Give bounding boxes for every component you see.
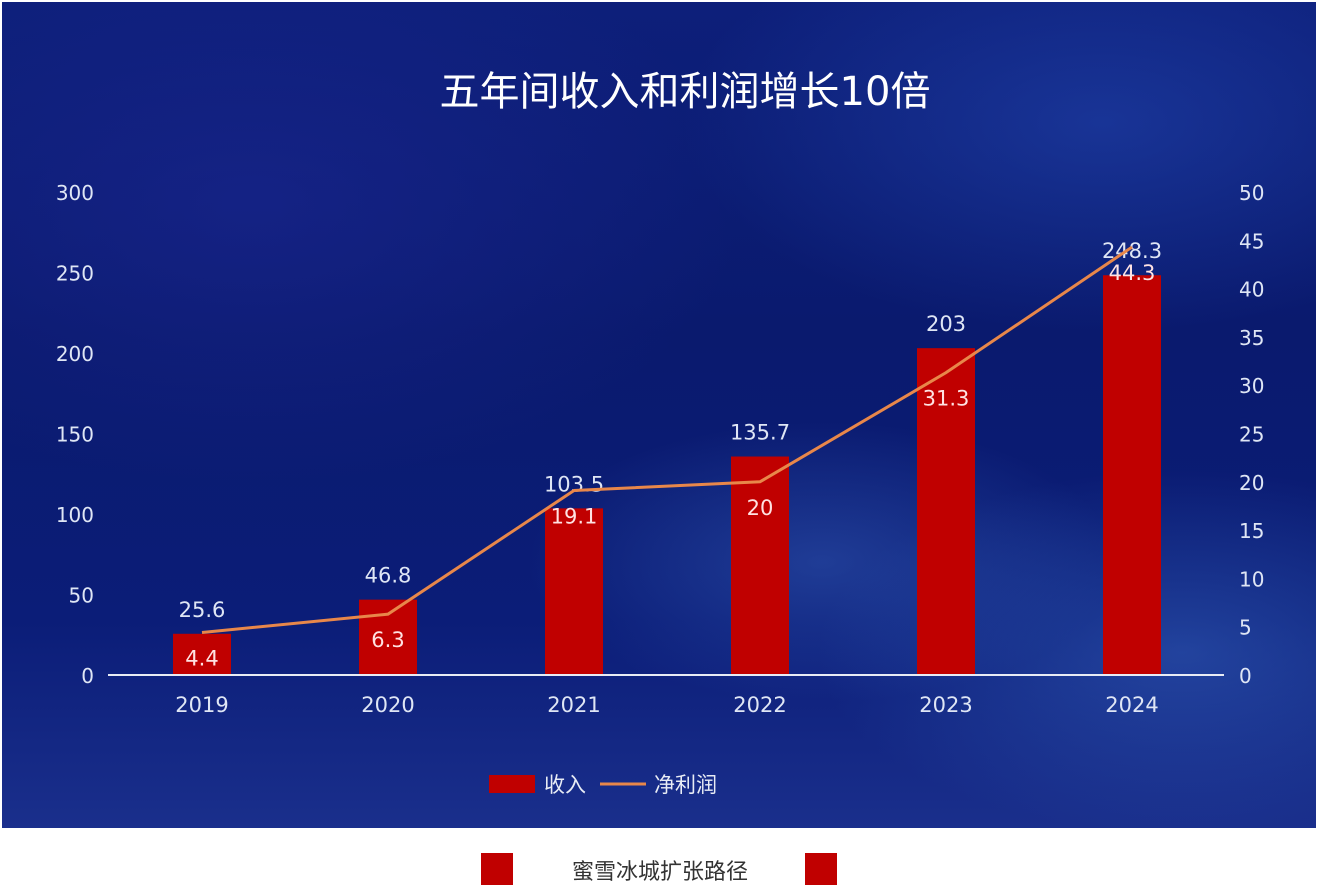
line-label-2022: 20 [747, 496, 774, 520]
x-tick-2021: 2021 [547, 693, 600, 717]
caption-square-left [481, 853, 513, 885]
bar-2022 [731, 456, 789, 675]
x-tick-2024: 2024 [1105, 693, 1158, 717]
x-tick-2019: 2019 [175, 693, 228, 717]
right-tick-8: 40 [1239, 278, 1264, 302]
right-tick-7: 35 [1239, 326, 1264, 350]
right-tick-3: 15 [1239, 519, 1264, 543]
bar-label-2019: 25.6 [179, 598, 226, 622]
bar-2019 [173, 633, 231, 675]
bar-2021 [545, 508, 603, 675]
right-tick-9: 45 [1239, 229, 1264, 253]
bar-label-2022: 135.7 [730, 421, 790, 445]
legend-label-revenue: 收入 [544, 773, 586, 797]
legend-swatch-revenue [489, 775, 535, 793]
x-tick-2020: 2020 [361, 693, 414, 717]
caption-square-right [805, 853, 837, 885]
caption-text: 蜜雪冰城扩张路径 [571, 860, 748, 885]
x-tick-2022: 2022 [733, 693, 786, 717]
bar-label-2023: 203 [926, 312, 966, 336]
right-tick-4: 20 [1239, 471, 1264, 495]
revenue-bars [173, 275, 1161, 675]
bar-2024 [1103, 275, 1161, 675]
left-tick-2: 100 [56, 503, 94, 527]
caption-bar: 蜜雪冰城扩张路径 [0, 828, 1320, 896]
line-label-2019: 4.4 [185, 646, 218, 670]
bar-2023 [917, 348, 975, 675]
bar-2020 [359, 599, 417, 675]
left-tick-1: 50 [69, 584, 94, 608]
chart-title: 五年间收入和利润增长10倍 [440, 69, 931, 115]
net-profit-labels: 4.4 6.3 19.1 20 31.3 44.3 [185, 261, 1155, 670]
left-tick-5: 250 [56, 262, 94, 286]
right-axis: 0 5 10 15 20 25 30 35 40 45 50 [1239, 181, 1264, 688]
left-tick-6: 300 [56, 181, 94, 205]
chart-panel: 五年间收入和利润增长10倍 0 50 100 150 200 250 300 0 5 10 15 2… [2, 2, 1316, 828]
net-profit-line [201, 245, 1133, 634]
line-label-2023: 31.3 [923, 387, 970, 411]
right-tick-5: 25 [1239, 423, 1264, 447]
legend-label-net-profit: 净利润 [654, 773, 717, 797]
right-tick-1: 5 [1239, 616, 1252, 640]
line-label-2021: 19.1 [551, 504, 598, 528]
line-label-2020: 6.3 [371, 628, 404, 652]
left-axis: 0 50 100 150 200 250 300 [56, 181, 94, 688]
x-axis: 2019 2020 2021 2022 2023 2024 [175, 693, 1158, 717]
left-tick-4: 200 [56, 342, 94, 366]
right-tick-0: 0 [1239, 664, 1252, 688]
x-tick-2023: 2023 [919, 693, 972, 717]
right-tick-2: 10 [1239, 567, 1264, 591]
combo-chart: 五年间收入和利润增长10倍 0 50 100 150 200 250 300 0 5 10 15 2… [56, 69, 1265, 797]
left-tick-0: 0 [81, 664, 94, 688]
legend: 收入 净利润 [489, 773, 717, 797]
right-tick-6: 30 [1239, 374, 1264, 398]
bar-label-2020: 46.8 [365, 564, 412, 588]
right-tick-10: 50 [1239, 181, 1264, 205]
line-label-2024: 44.3 [1109, 261, 1156, 285]
bar-label-2021: 103.5 [544, 472, 604, 496]
left-tick-3: 150 [56, 423, 94, 447]
